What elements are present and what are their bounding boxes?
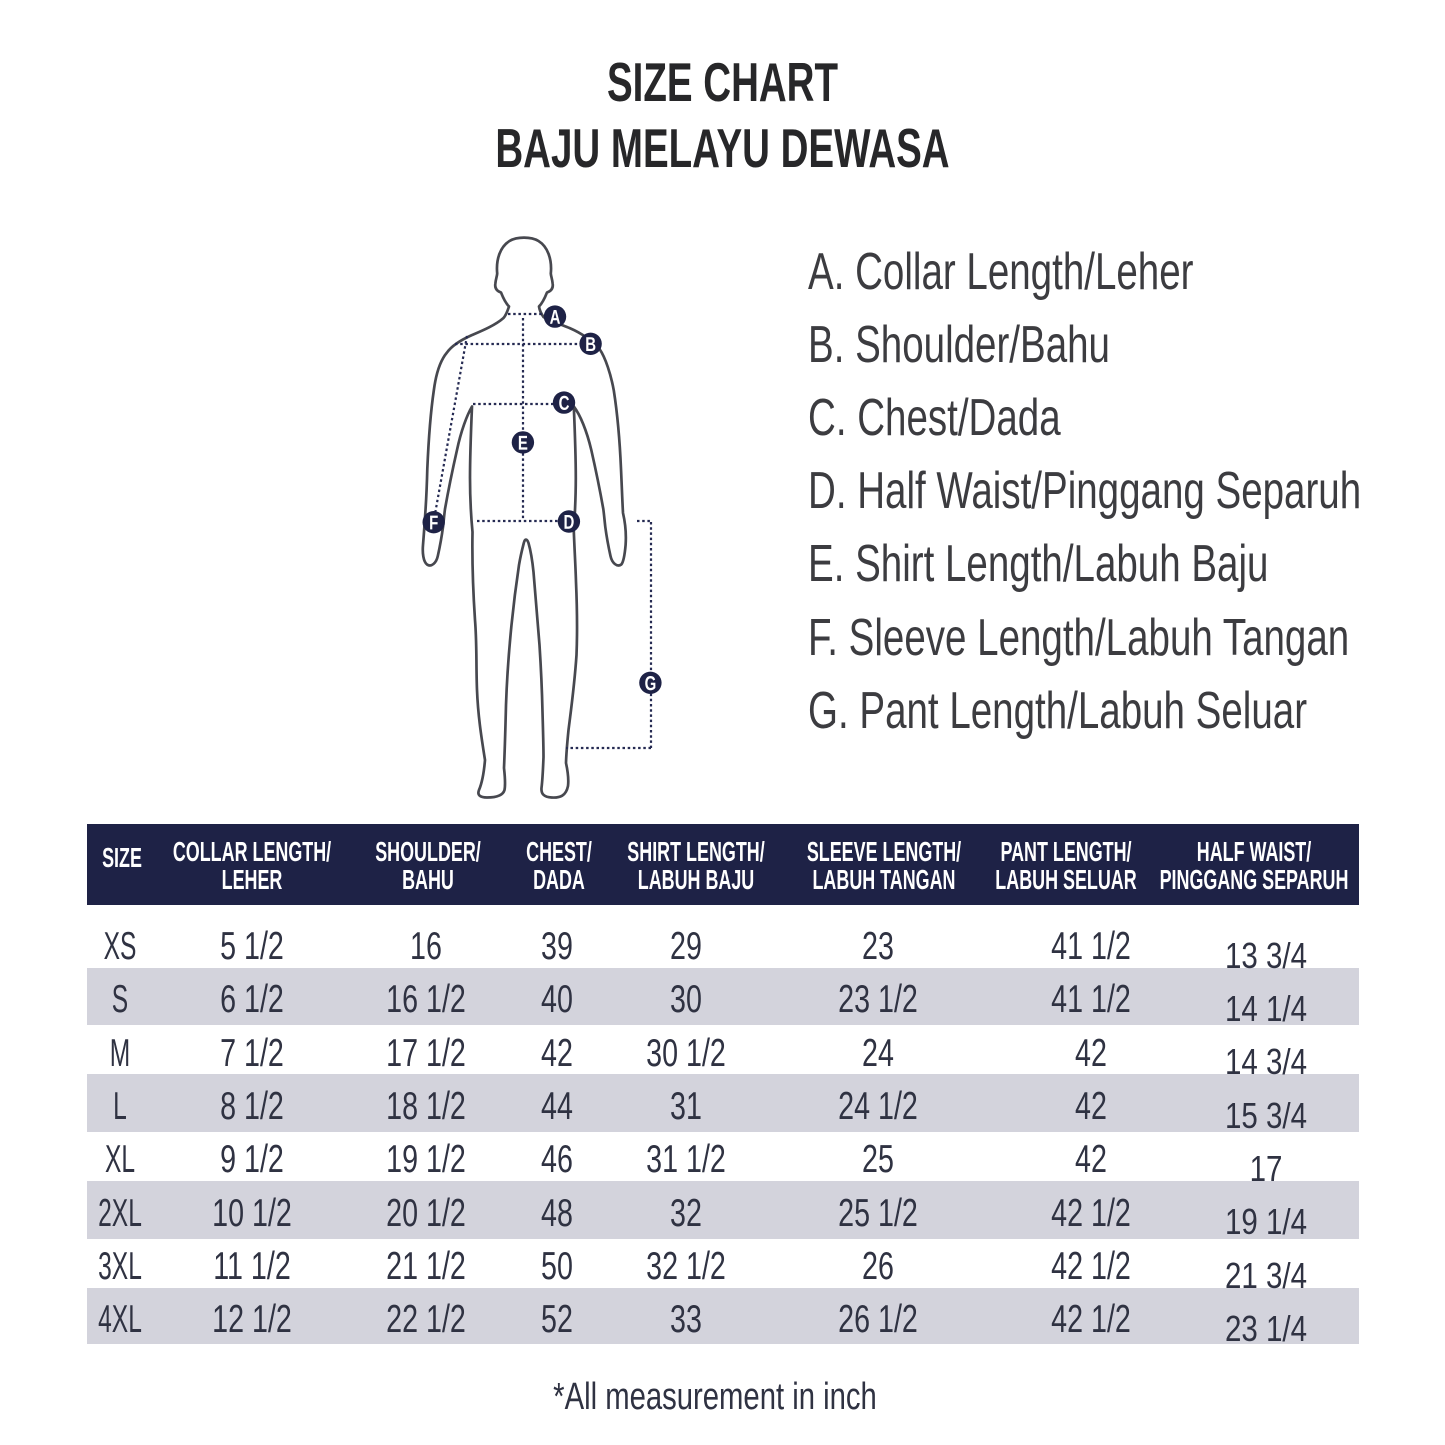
svg-text:F: F (429, 511, 438, 534)
svg-text:G: G (645, 672, 657, 695)
svg-text:D: D (563, 511, 574, 534)
svg-text:E: E (518, 431, 528, 454)
svg-text:B: B (585, 333, 596, 356)
svg-text:A: A (550, 306, 561, 329)
svg-text:C: C (559, 392, 570, 415)
